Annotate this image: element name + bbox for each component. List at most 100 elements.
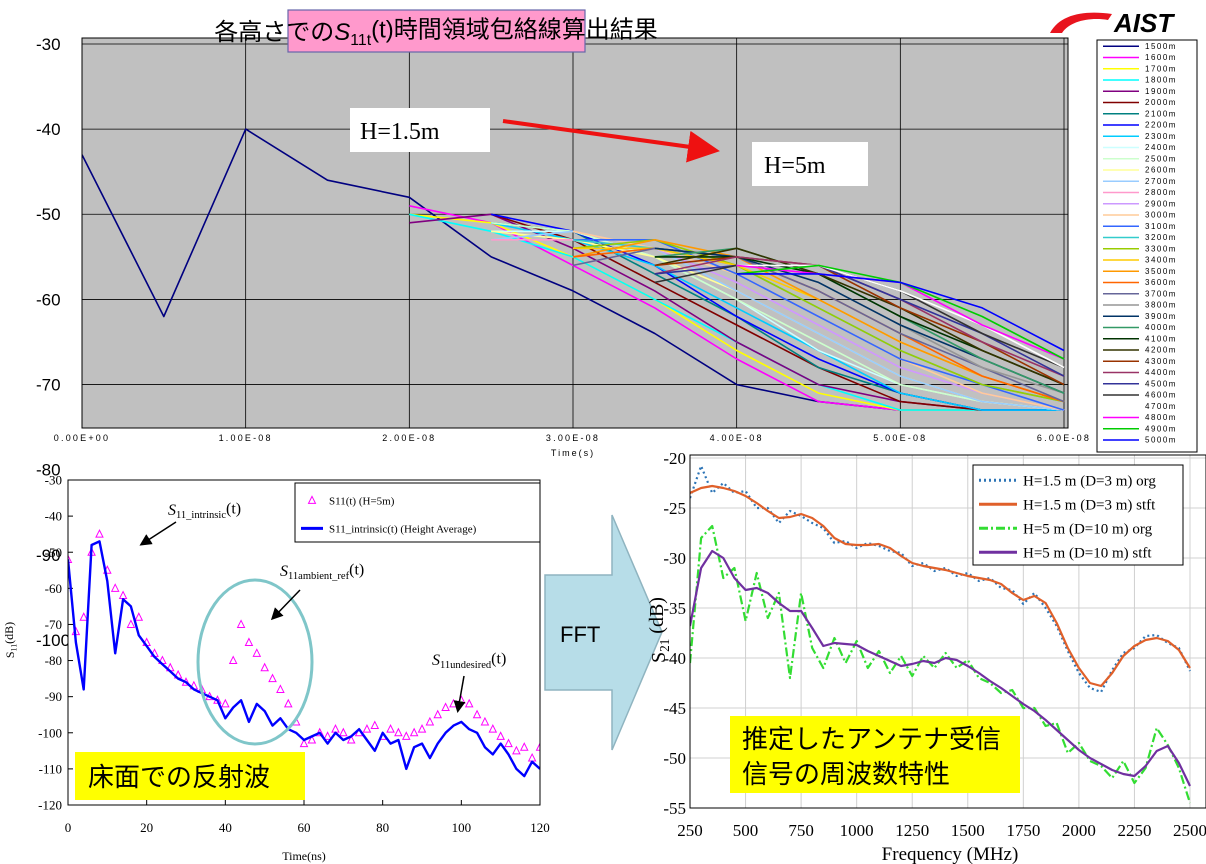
triangle-marker <box>307 734 317 744</box>
legend-label: 1800m <box>1145 76 1177 85</box>
annotation-sub: 11ambient_ref <box>288 571 350 582</box>
y-axis-title-sub: 11 <box>9 644 18 652</box>
legend-label: 2100m <box>1145 109 1177 118</box>
triangle-marker <box>228 655 238 665</box>
triangle-marker <box>126 619 136 628</box>
legend-label: 1700m <box>1145 64 1177 73</box>
triangle-marker <box>68 554 73 563</box>
x-tick-label: 1500 <box>951 821 985 840</box>
triangle-marker <box>299 738 309 748</box>
y-tick-label: -45 <box>663 699 686 718</box>
y-tick-label: -40 <box>36 120 61 139</box>
x-tick-label: 20 <box>140 820 153 835</box>
legend-label: H=1.5 m (D=3 m) stft <box>1023 497 1156 513</box>
legend-label: 2600m <box>1145 166 1177 175</box>
chart-title-sub: 11t <box>350 32 371 49</box>
chart-title: 各高さでのS11t(t)時間領域包絡線算出結果 <box>214 17 658 49</box>
legend-label: 4100m <box>1145 334 1177 343</box>
triangle-marker <box>488 724 498 733</box>
series-line <box>690 549 1191 787</box>
legend-label: 3300m <box>1145 244 1177 253</box>
annotation-base: S <box>280 563 288 580</box>
legend-label: S11_intrinsic(t) (Height Average) <box>329 523 477 535</box>
x-tick-label: 1750 <box>1006 821 1040 840</box>
annotation: H=5m <box>764 153 826 179</box>
triangle-marker <box>362 724 372 733</box>
triangle-marker <box>134 612 144 621</box>
plot-frame <box>67 479 541 806</box>
legend-label: 1500m <box>1145 42 1177 51</box>
series-line <box>654 247 1065 386</box>
triangle-marker <box>268 673 277 683</box>
annotation-tail: (t) <box>226 500 241 517</box>
legend-label: 4300m <box>1145 357 1177 366</box>
y-tick-label: -80 <box>36 461 61 480</box>
y-tick-label: -20 <box>663 449 686 468</box>
y-axis-title-base: S <box>648 652 670 663</box>
triangle-marker <box>79 612 89 621</box>
triangle-marker <box>496 731 505 740</box>
x-tick-label: 1250 <box>895 821 929 840</box>
legend-label: 3500m <box>1145 267 1177 276</box>
x-tick-label: 2.00E-08 <box>382 433 436 443</box>
logo: AIST <box>1113 8 1175 38</box>
legend-label: 3900m <box>1145 312 1177 321</box>
annotation-arrow <box>139 521 177 546</box>
y-axis-title-tail: (dB) <box>646 597 668 639</box>
triangle-marker <box>433 709 443 719</box>
legend-label: 5000m <box>1145 436 1177 445</box>
x-tick-label: 120 <box>530 820 550 835</box>
triangle-marker <box>409 727 419 737</box>
legend-label: 3200m <box>1145 233 1177 242</box>
x-tick-label: 500 <box>733 821 759 840</box>
legend-label: 1600m <box>1145 53 1177 62</box>
x-tick-label: 40 <box>219 820 232 835</box>
y-axis-title-base: S <box>3 651 17 658</box>
legend-label: 4700m <box>1145 402 1177 411</box>
legend-label: 3100m <box>1145 222 1177 231</box>
annotation: S11ambient_ref(t) <box>280 561 364 582</box>
x-tick-label: 750 <box>788 821 814 840</box>
triangle-marker <box>417 724 427 733</box>
series-line <box>491 222 1065 411</box>
annotation-box <box>350 108 490 152</box>
legend-label: 4900m <box>1145 424 1177 433</box>
plot-data <box>82 128 1065 411</box>
legend-label: 3800m <box>1145 301 1177 310</box>
x-tick-label: 0.00E+00 <box>54 433 110 443</box>
note: 床面での反射波 <box>88 762 270 792</box>
annotation-arrow <box>270 589 301 621</box>
x-tick-label: 4.00E-08 <box>710 433 764 443</box>
plot-frame <box>689 454 1206 809</box>
legend-label: 2500m <box>1145 154 1177 163</box>
y-tick-label: -50 <box>663 749 686 768</box>
triangle-marker <box>394 727 403 737</box>
triangle-marker <box>110 583 120 592</box>
legend-label: 4200m <box>1145 346 1177 355</box>
y-tick-label: -40 <box>45 509 62 524</box>
annotation: S11_intrinsic(t) <box>168 500 241 521</box>
series-line <box>690 484 1191 688</box>
series-line <box>736 264 1065 369</box>
x-tick-label: 6.00E-08 <box>1037 433 1091 443</box>
chart-title-base: S <box>334 19 350 46</box>
triangle-marker <box>236 619 246 628</box>
series-line <box>654 264 1065 377</box>
annotation-base: S <box>432 652 440 669</box>
x-tick-label: 2500 <box>1173 821 1206 840</box>
x-tick-label: 250 <box>677 821 703 840</box>
legend-label: 4000m <box>1145 323 1177 332</box>
legend-box <box>972 464 1184 566</box>
legend-label: 2300m <box>1145 132 1177 141</box>
triangle-marker <box>441 702 450 711</box>
x-tick-label: 5.00E-08 <box>873 433 927 443</box>
x-tick-label: 1000 <box>840 821 874 840</box>
triangle-marker <box>244 637 254 646</box>
y-tick-label: -30 <box>36 35 61 54</box>
title-box <box>287 9 586 53</box>
y-axis-title-sub: 21 <box>657 639 672 652</box>
plot-data <box>68 529 540 778</box>
annotation-sub: 11undesired <box>440 660 492 671</box>
y-tick-label: -50 <box>45 545 62 560</box>
